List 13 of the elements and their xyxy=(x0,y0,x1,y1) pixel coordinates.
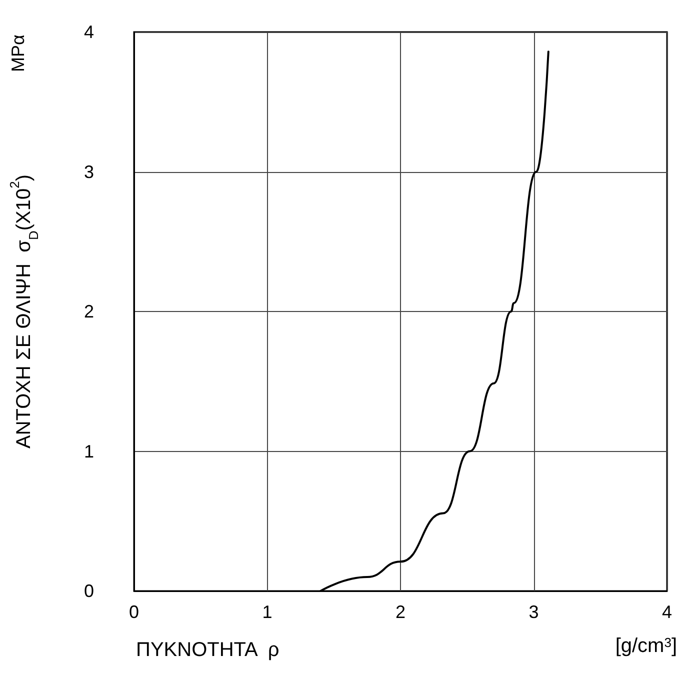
x-tick-label: 4 xyxy=(662,602,672,622)
y-axis-title: ΑΝΤΟΧΗ ΣΕ ΘΛΙΨΗ σD(X102) xyxy=(7,174,41,449)
x-tick-label: 0 xyxy=(128,602,140,622)
y-tick-label: 3 xyxy=(84,162,94,182)
x-tick-label: 3 xyxy=(528,602,539,622)
y-tick-label: 2 xyxy=(84,302,94,322)
x-tick-label: 2 xyxy=(395,602,406,622)
y-tick-label: 0 xyxy=(84,581,94,601)
x-axis-title: ΠΥΚΝΟΤΗΤΑ ρ xyxy=(136,639,280,661)
x-tick-label: 1 xyxy=(262,602,272,622)
y-tick-label: 1 xyxy=(84,441,94,462)
text: MPα xyxy=(8,34,28,72)
y-tick-label: 4 xyxy=(84,22,94,42)
